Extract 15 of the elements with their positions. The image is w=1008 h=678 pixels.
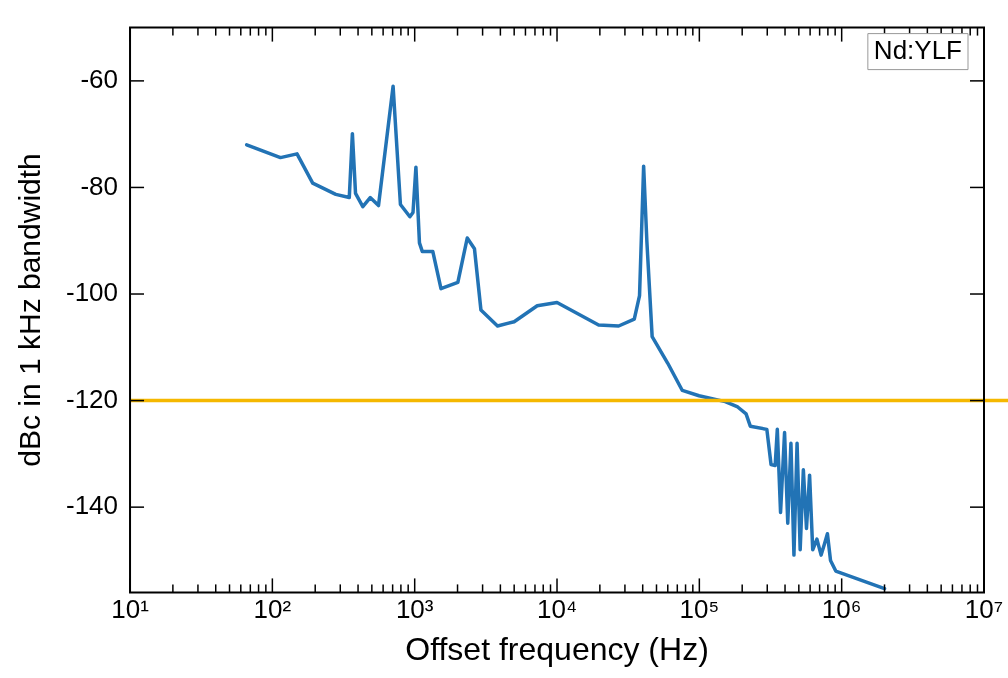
x-tick-label: 10⁴ <box>536 594 578 625</box>
y-axis-title: dBc in 1 kHz bandwidth <box>13 153 47 467</box>
y-tick-label: -80 <box>80 170 119 201</box>
y-tick-label: -120 <box>65 383 119 414</box>
x-axis-title: Offset frequency (Hz) <box>405 630 709 667</box>
y-tick-label: -140 <box>65 490 119 521</box>
y-tick-label: -100 <box>65 277 119 308</box>
y-tick-label: -60 <box>80 64 119 95</box>
x-tick-label: 10² <box>253 594 292 625</box>
x-tick-label: 10⁶ <box>821 594 862 625</box>
x-tick-label: 10³ <box>395 594 434 625</box>
x-tick-label: 10⁷ <box>964 594 1004 625</box>
x-tick-label: 10¹ <box>111 594 150 625</box>
x-tick-label: 10⁵ <box>679 594 720 625</box>
annotation: Nd:YLF <box>873 34 963 65</box>
